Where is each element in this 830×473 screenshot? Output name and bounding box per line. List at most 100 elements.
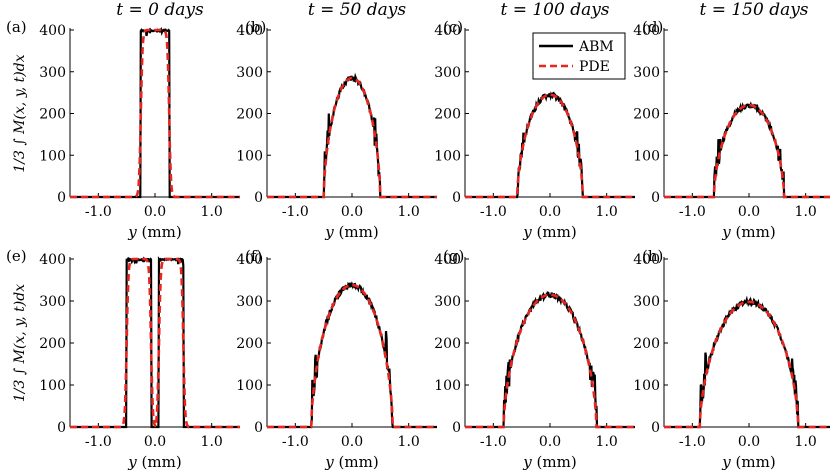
abm-series-line [465, 91, 635, 199]
y-tick-label: 200 [236, 336, 263, 352]
pde-series-line [70, 28, 240, 199]
panel-label: (a) [6, 18, 27, 36]
pde-series-line [267, 283, 437, 429]
y-tick-label: 100 [236, 148, 263, 164]
column-title: t = 0 days [116, 0, 204, 20]
y-tick-label: 100 [236, 378, 263, 394]
x-axis-label: y (mm) [721, 453, 775, 471]
x-axis-label: y (mm) [522, 223, 576, 241]
y-tick-label: 400 [236, 252, 263, 268]
x-axis-label: y (mm) [721, 223, 775, 241]
x-tick-label: -1.0 [85, 204, 112, 220]
x-tick-label: -1.0 [679, 434, 706, 450]
panel-label: (g) [443, 247, 464, 265]
y-axis-label: 1/3 ∫ M(x, y, t)dx [12, 284, 28, 402]
pde-series-line [664, 300, 830, 429]
x-tick-label: -1.0 [480, 204, 507, 220]
x-axis-label: y (mm) [127, 223, 181, 241]
abm-series-line [267, 72, 437, 199]
x-axis-label: y (mm) [522, 453, 576, 471]
x-tick-label: 0.0 [341, 204, 363, 220]
y-tick-label: 0 [57, 420, 66, 436]
x-tick-label: 0.0 [341, 434, 363, 450]
panel-label: (f) [245, 247, 262, 265]
text-layer: -1.0 0.0 1.0 0 100 200 300 400 y (mm) (a) t = 0 da… [6, 0, 817, 471]
x-tick-label: -1.0 [282, 434, 309, 450]
y-tick-label: 400 [434, 252, 461, 268]
x-tick-label: 0.0 [539, 204, 561, 220]
legend-abm-label: ABM [578, 39, 614, 55]
y-tick-label: 0 [254, 190, 263, 206]
pde-series-line [465, 293, 635, 429]
y-tick-label: 200 [434, 107, 461, 123]
y-tick-label: 400 [39, 23, 66, 39]
y-tick-label: 400 [434, 23, 461, 39]
y-tick-label: 200 [236, 107, 263, 123]
data-layer [70, 26, 830, 430]
column-title: t = 150 days [699, 0, 808, 20]
y-tick-label: 0 [651, 190, 660, 206]
legend-box [532, 32, 626, 80]
abm-series-line [465, 291, 635, 429]
panel-label: (b) [245, 18, 266, 36]
y-tick-label: 0 [452, 420, 461, 436]
y-tick-label: 300 [434, 294, 461, 310]
x-tick-label: 1.0 [795, 204, 817, 220]
y-tick-label: 100 [633, 378, 660, 394]
y-tick-label: 100 [39, 378, 66, 394]
x-tick-label: 1.0 [596, 204, 618, 220]
x-axis-label: y (mm) [324, 453, 378, 471]
panel-label: (c) [443, 18, 463, 36]
y-tick-label: 400 [39, 252, 66, 268]
x-tick-label: 0.0 [144, 434, 166, 450]
x-tick-label: -1.0 [679, 204, 706, 220]
y-tick-label: 200 [39, 336, 66, 352]
y-tick-label: 100 [434, 378, 461, 394]
y-tick-label: 300 [434, 65, 461, 81]
x-axis-label: y (mm) [127, 453, 181, 471]
x-tick-label: -1.0 [282, 204, 309, 220]
y-tick-label: 200 [39, 107, 66, 123]
abm-series-line [70, 26, 240, 199]
y-tick-label: 0 [57, 190, 66, 206]
x-tick-label: 1.0 [596, 434, 618, 450]
y-tick-label: 300 [39, 294, 66, 310]
x-tick-label: 1.0 [398, 204, 420, 220]
y-tick-label: 200 [633, 336, 660, 352]
x-tick-label: -1.0 [85, 434, 112, 450]
y-tick-label: 0 [651, 420, 660, 436]
x-axis-label: y (mm) [324, 223, 378, 241]
y-tick-label: 200 [434, 336, 461, 352]
y-tick-label: 400 [633, 252, 660, 268]
y-tick-label: 300 [39, 65, 66, 81]
y-tick-label: 400 [236, 23, 263, 39]
x-tick-label: 0.0 [738, 434, 760, 450]
y-tick-label: 100 [39, 148, 66, 164]
abm-series-line [664, 295, 830, 429]
x-tick-label: 0.0 [144, 204, 166, 220]
y-tick-label: 0 [254, 420, 263, 436]
legend-pde-label: PDE [579, 59, 610, 75]
y-tick-label: 0 [452, 190, 461, 206]
y-tick-label: 400 [633, 23, 660, 39]
abm-series-line [70, 255, 240, 429]
abm-series-line [267, 281, 437, 429]
panel-label: (d) [642, 18, 663, 36]
panel-label: (e) [6, 247, 27, 265]
y-tick-label: 200 [633, 107, 660, 123]
x-tick-label: 1.0 [201, 434, 223, 450]
y-tick-label: 300 [633, 294, 660, 310]
y-tick-label: 300 [236, 65, 263, 81]
x-tick-label: 0.0 [738, 204, 760, 220]
y-tick-label: 300 [236, 294, 263, 310]
abm-series-line [664, 101, 830, 199]
pde-series-line [70, 257, 240, 430]
y-tick-label: 100 [434, 148, 461, 164]
column-title: t = 50 days [308, 0, 407, 20]
pde-series-line [664, 103, 830, 199]
x-tick-label: 1.0 [795, 434, 817, 450]
x-tick-label: -1.0 [480, 434, 507, 450]
pde-series-line [267, 76, 437, 199]
x-tick-label: 1.0 [201, 204, 223, 220]
